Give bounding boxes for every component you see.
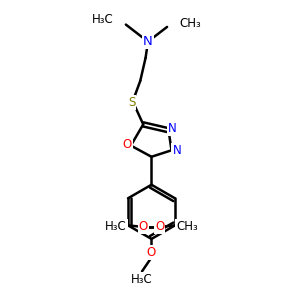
Text: H₃C: H₃C (105, 220, 127, 233)
Text: CH₃: CH₃ (176, 220, 198, 233)
Text: O: O (122, 138, 132, 151)
Text: CH₃: CH₃ (179, 17, 201, 31)
Text: O: O (139, 220, 148, 233)
Text: H₃C: H₃C (92, 13, 113, 26)
Text: N: N (172, 144, 181, 158)
Text: N: N (143, 35, 153, 48)
Text: N: N (168, 122, 177, 135)
Text: H₃C: H₃C (130, 273, 152, 286)
Text: O: O (147, 246, 156, 259)
Text: S: S (128, 96, 135, 109)
Text: O: O (155, 220, 164, 233)
